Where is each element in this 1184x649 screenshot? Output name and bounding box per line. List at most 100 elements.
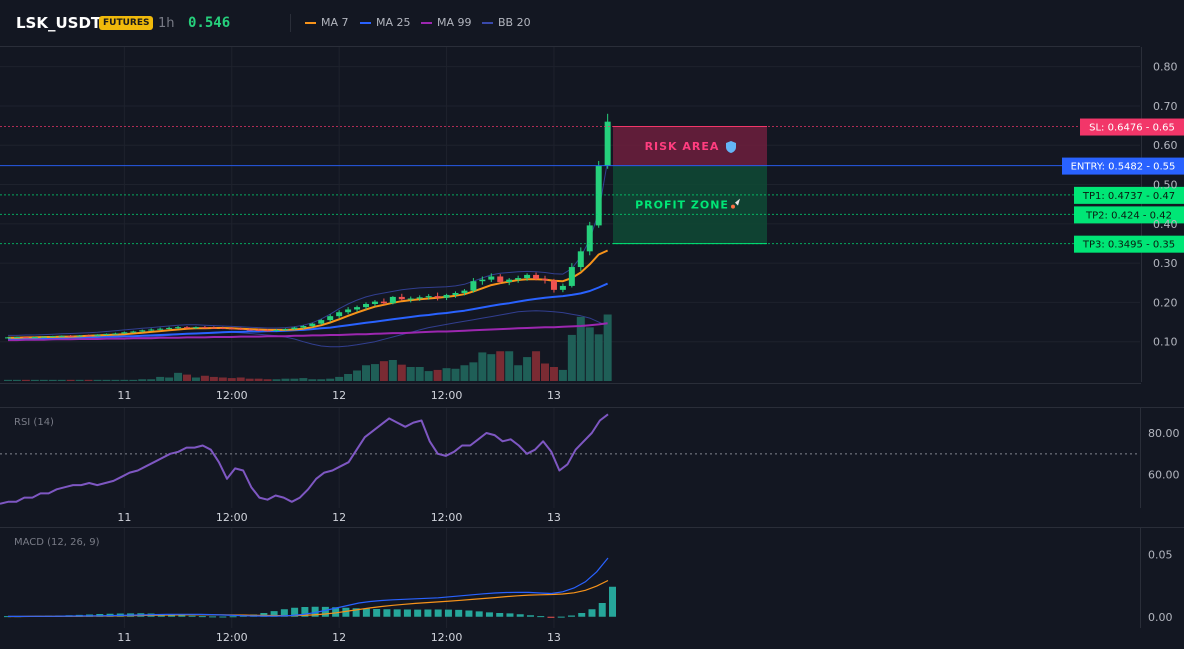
volume-bar [344,374,353,381]
volume-bar [353,370,362,381]
candle [586,221,593,256]
macd-histogram-bar [506,613,514,617]
risk-area-label: RISK AREA [645,140,720,153]
volume-bar [549,367,558,381]
volume-bar [272,379,281,381]
macd-histogram-bar [219,616,227,618]
macd-tick-label: 0.00 [1148,611,1173,624]
price-tick-label: 0.20 [1153,296,1178,309]
time-tick-label: 12:00 [431,389,463,402]
legend-ma25[interactable]: MA 25 [360,16,411,29]
candle [228,327,235,330]
candle-body [58,335,65,337]
level-tag: TP2: 0.424 - 0.42 [1074,206,1184,224]
candle-body [300,325,307,328]
candle [255,328,262,332]
candle [22,336,29,338]
volume-bar [478,352,487,381]
candle [76,335,83,337]
profit-zone [613,165,767,244]
legend-ma99[interactable]: MA 99 [421,16,472,29]
candle-body [31,336,38,338]
time-tick-label: 12 [332,631,346,644]
macd-histogram-bar [434,609,442,617]
macd-histogram-bar [291,607,299,617]
bollinger-bands [8,160,609,348]
time-tick-label: 12 [332,511,346,524]
candle [318,318,325,325]
level-tag: TP3: 0.3495 - 0.35 [1074,235,1184,253]
macd-histogram-bar [516,614,524,617]
volume-bar [541,363,549,381]
candle-body [291,327,298,330]
shield-icon [726,141,736,154]
volume-bar [245,378,254,381]
volume-bar [156,376,165,381]
legend-ma7[interactable]: MA 7 [305,16,349,29]
candle [452,291,459,298]
candle-body [506,279,513,282]
candle-body [380,301,387,304]
macd-histogram-bar [362,608,370,617]
volume-bar [75,379,84,381]
candle [264,329,271,332]
candle [291,326,298,330]
volume-bars [4,314,612,381]
volume-bar [39,379,48,381]
level-tag-label: TP2: 0.424 - 0.42 [1085,210,1172,221]
macd-histogram-bar [332,607,340,617]
candle-body [282,329,289,331]
candle [300,325,307,329]
candle-body [94,334,101,336]
candle [5,336,11,339]
candle-body [398,296,405,300]
ma25-swatch [360,21,371,24]
legend-bb20[interactable]: BB 20 [482,16,531,29]
candle [559,283,566,293]
rsi-panel: RSI (14) 80.00 60.00 [0,413,1180,505]
price-tick-label: 0.10 [1153,336,1178,349]
volume-bar [227,378,236,381]
time-tick-label: 13 [547,511,561,524]
candle-body [139,330,146,332]
candle-body [175,327,182,329]
volume-bar [111,379,120,381]
candle-body [184,327,190,329]
candle-body [461,290,468,293]
futures-badge: FUTURES [99,16,154,30]
candle [416,295,423,301]
macd-histogram-bar [455,609,463,617]
macd-histogram-bar [270,611,278,617]
macd-histogram-bar [280,609,288,617]
candle-body [166,327,173,329]
candle-body [488,276,495,280]
volume-bar [532,351,541,381]
candle-body [470,281,477,291]
candle-body [40,336,47,338]
candle-body [559,285,566,290]
candle-body [389,296,396,304]
level-tag: ENTRY: 0.5482 - 0.55 [1062,157,1184,175]
candle [407,296,414,303]
bb20-swatch [482,21,493,24]
candle [13,336,20,338]
candle-body [318,320,325,324]
candle-body [568,267,575,286]
candle-body [157,328,164,330]
candle [506,278,513,286]
candle-body [228,328,235,330]
time-tick-label: 12 [332,389,346,402]
macd-histogram-bar [301,607,309,617]
time-axis: 11 12:00 12 12:00 13 11 12:00 12 12:00 13 11 12:00 1… [117,389,561,644]
candle-body [13,336,20,338]
volume-bar [308,379,317,381]
ma7-swatch [305,21,316,24]
legend-ma25-label: MA 25 [376,16,411,29]
symbol-title[interactable]: LSK_USDT [16,14,102,32]
candle [425,294,432,300]
price-tick-label: 0.30 [1153,257,1178,270]
timeframe-selector[interactable]: 1h [158,16,175,31]
candle [85,334,92,337]
rsi-tick-label: 60.00 [1148,469,1180,482]
